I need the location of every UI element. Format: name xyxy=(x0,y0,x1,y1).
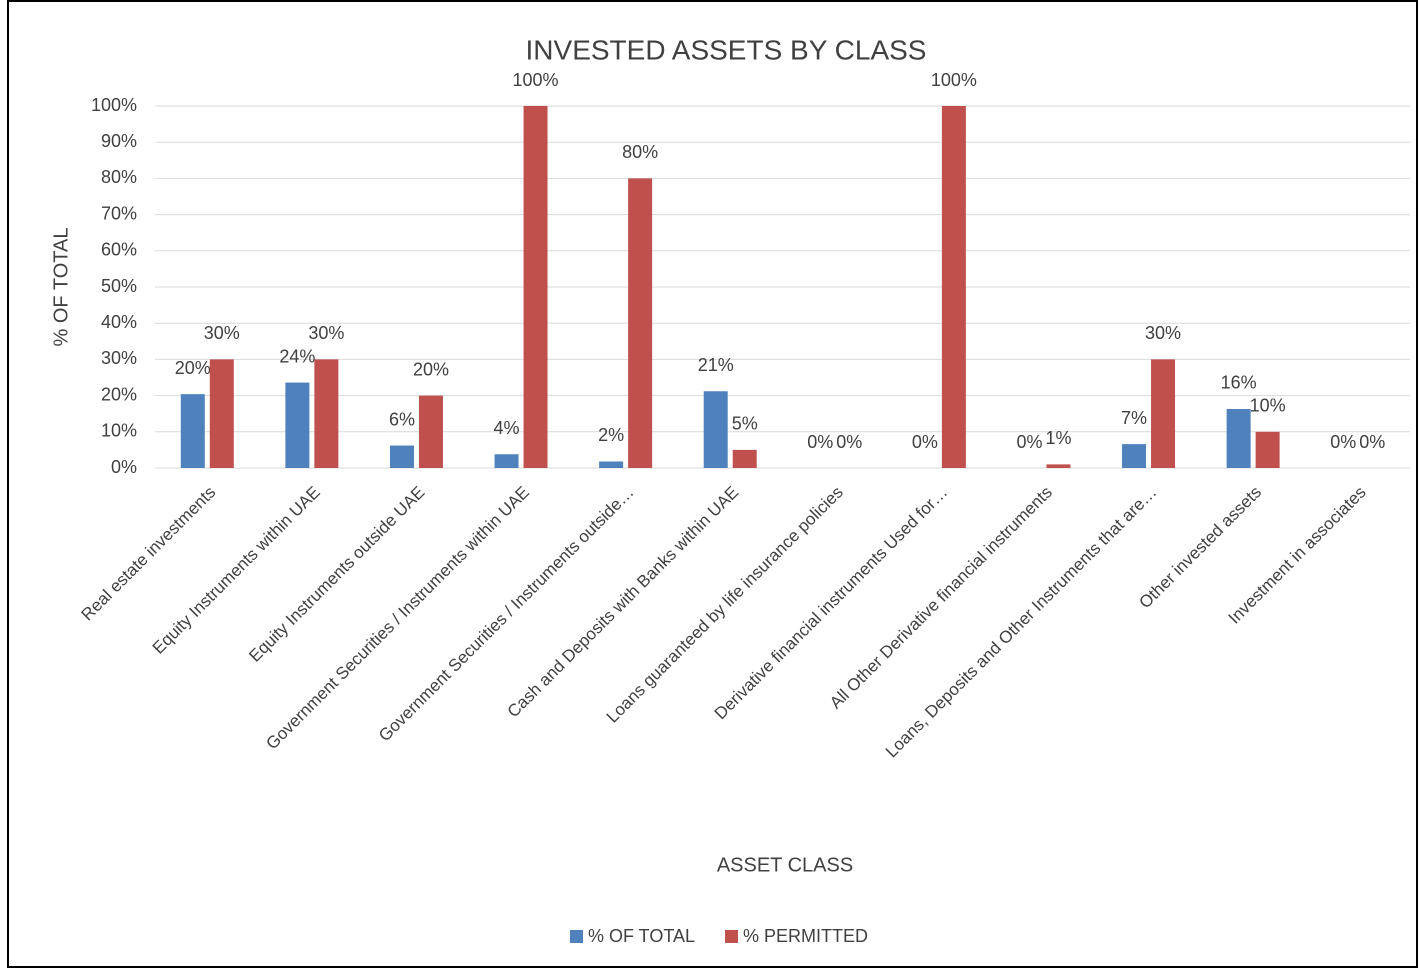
bar xyxy=(628,178,653,468)
bar xyxy=(1151,359,1176,468)
y-tick-label: 30% xyxy=(101,348,137,368)
y-tick-label: 60% xyxy=(101,240,137,260)
data-label: 100% xyxy=(931,70,977,90)
data-label: 20% xyxy=(413,359,449,379)
data-label: 7% xyxy=(1121,408,1147,428)
data-label: 24% xyxy=(279,346,315,366)
data-label: 0% xyxy=(1016,432,1042,452)
y-tick-label: 20% xyxy=(101,384,137,404)
legend-swatch xyxy=(570,930,583,943)
bar xyxy=(389,445,414,468)
data-label: 30% xyxy=(1145,323,1181,343)
data-label: 0% xyxy=(807,432,833,452)
y-tick-label: 70% xyxy=(101,203,137,223)
data-label: 0% xyxy=(1359,432,1385,452)
bar xyxy=(418,395,443,468)
data-label: 2% xyxy=(598,425,624,445)
data-label: 21% xyxy=(698,355,734,375)
data-label: 16% xyxy=(1221,373,1257,393)
bar xyxy=(1226,408,1251,468)
bar xyxy=(599,461,624,468)
data-label: 6% xyxy=(389,409,415,429)
bar xyxy=(1046,464,1071,468)
bar xyxy=(1255,431,1280,468)
y-tick-label: 100% xyxy=(91,95,137,115)
bar xyxy=(180,394,205,468)
y-tick-label: 10% xyxy=(101,421,137,441)
y-tick-label: 50% xyxy=(101,276,137,296)
bar xyxy=(494,454,519,468)
bar xyxy=(209,359,234,468)
bar xyxy=(314,359,339,468)
y-tick-label: 80% xyxy=(101,167,137,187)
data-label: 5% xyxy=(732,414,758,434)
legend-label: % PERMITTED xyxy=(743,926,868,946)
chart-title: INVESTED ASSETS BY CLASS xyxy=(526,34,927,65)
bar xyxy=(523,106,548,468)
y-axis-title: % OF TOTAL xyxy=(50,228,72,347)
x-axis-title: ASSET CLASS xyxy=(717,854,853,876)
legend-swatch xyxy=(725,930,739,943)
data-label: 30% xyxy=(204,323,240,343)
data-label: 10% xyxy=(1250,396,1286,416)
data-label: 0% xyxy=(836,432,862,452)
chart-border xyxy=(7,0,1418,968)
data-label: 30% xyxy=(308,323,344,343)
data-label: 1% xyxy=(1045,428,1071,448)
bar xyxy=(285,382,310,468)
data-label: 100% xyxy=(513,70,559,90)
data-label: 0% xyxy=(912,432,938,452)
data-label: 0% xyxy=(1330,432,1356,452)
y-tick-label: 0% xyxy=(111,457,137,477)
y-tick-label: 40% xyxy=(101,312,137,332)
data-label: 20% xyxy=(175,358,211,378)
bar xyxy=(941,106,966,468)
legend-label: % OF TOTAL xyxy=(588,926,695,946)
data-label: 4% xyxy=(494,418,520,438)
data-label: 80% xyxy=(622,142,658,162)
y-tick-label: 90% xyxy=(101,131,137,151)
bar xyxy=(703,391,728,468)
bar xyxy=(1122,444,1147,468)
bar xyxy=(732,449,757,468)
